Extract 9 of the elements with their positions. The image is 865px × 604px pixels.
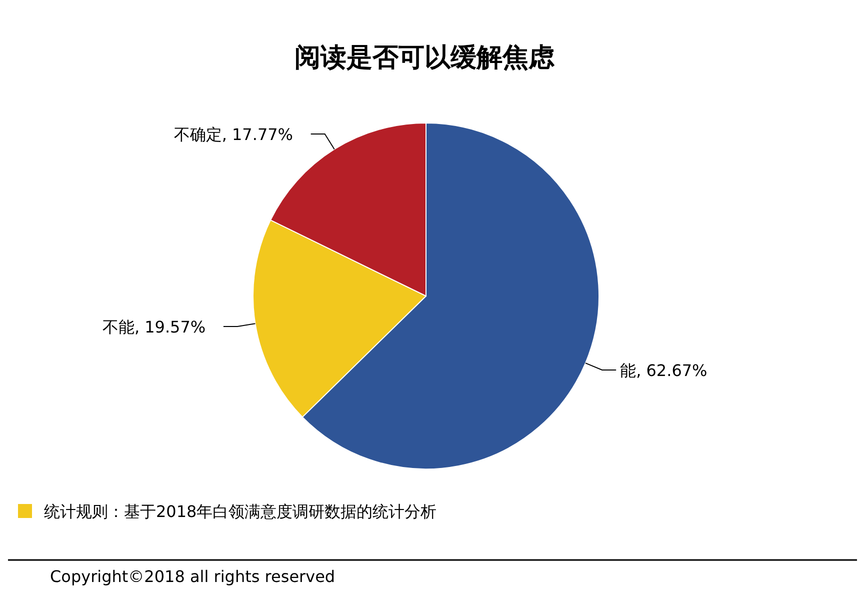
data-label: , 19.57% [134, 318, 206, 336]
chart-title: 阅读是否可以缓解焦虑 [294, 43, 556, 73]
data-label: , 62.67% [636, 361, 708, 380]
text: Copyright©2018 all rights reserved [50, 567, 336, 586]
slice-label: 不确定 [174, 124, 222, 144]
slice-label: 不能 [102, 318, 134, 336]
text: 统计规则：基于2018年白领满意度调研数据的统计分析 [44, 502, 437, 521]
data-label: , 17.77% [222, 124, 294, 144]
slice-label: 能 [620, 361, 636, 380]
